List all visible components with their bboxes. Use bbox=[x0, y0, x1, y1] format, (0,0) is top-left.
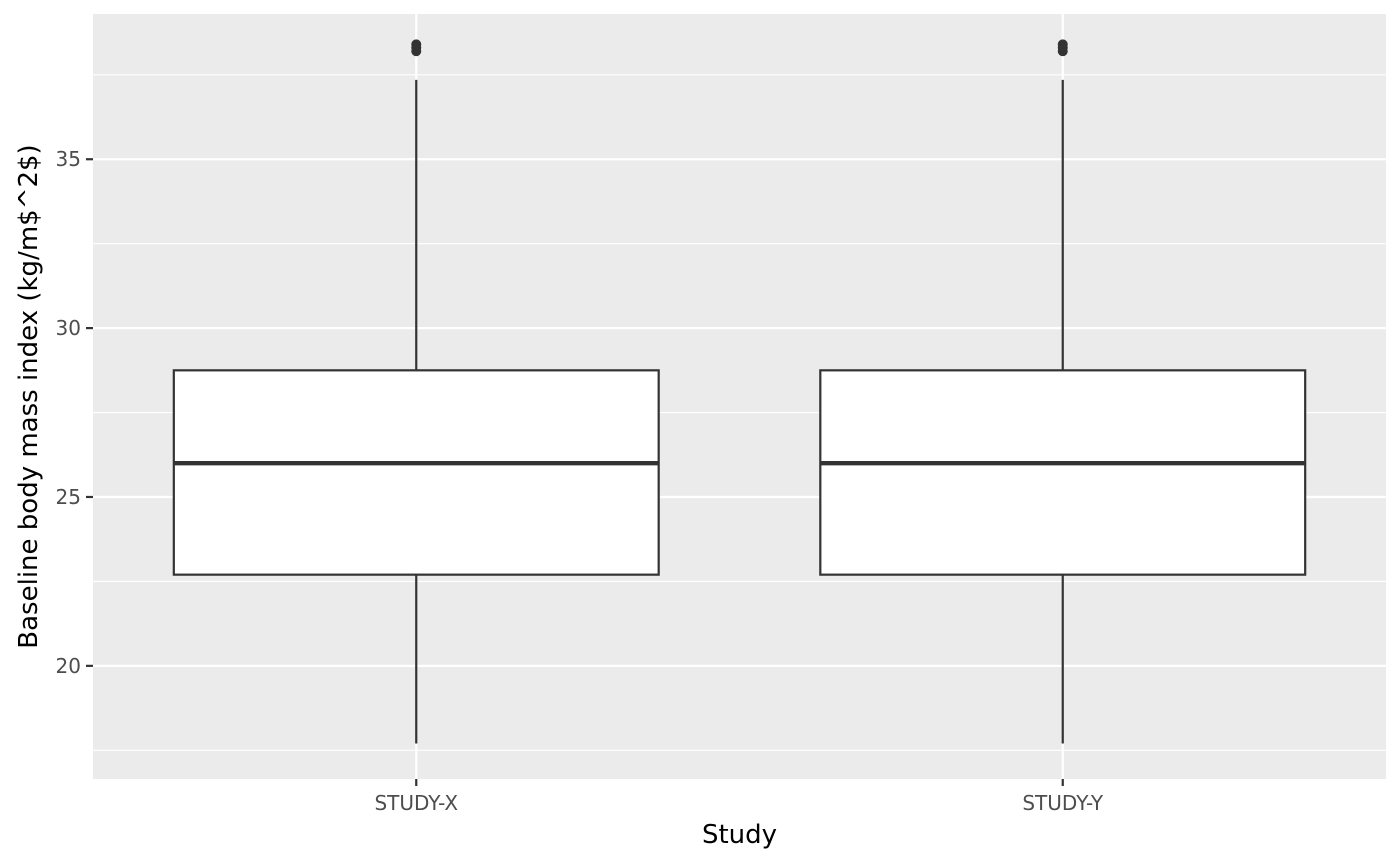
y-axis: 20 25 30 35 bbox=[56, 147, 93, 678]
x-axis: STUDY-X STUDY-Y bbox=[374, 779, 1104, 815]
box-series bbox=[172, 39, 1307, 744]
x-axis-title: Study bbox=[702, 820, 777, 850]
y-axis-title: Baseline body mass index (kg/m$^2$) bbox=[14, 144, 44, 648]
box bbox=[819, 369, 1307, 576]
y-tick-label: 30 bbox=[56, 316, 81, 340]
y-tick-label: 25 bbox=[56, 485, 81, 509]
box bbox=[172, 369, 660, 576]
outlier-point bbox=[411, 39, 422, 50]
x-tick-label: STUDY-Y bbox=[1022, 791, 1104, 815]
outlier-point bbox=[1057, 39, 1068, 50]
y-tick-label: 20 bbox=[56, 654, 81, 678]
y-tick-label: 35 bbox=[56, 147, 81, 171]
x-tick-label: STUDY-X bbox=[374, 791, 458, 815]
